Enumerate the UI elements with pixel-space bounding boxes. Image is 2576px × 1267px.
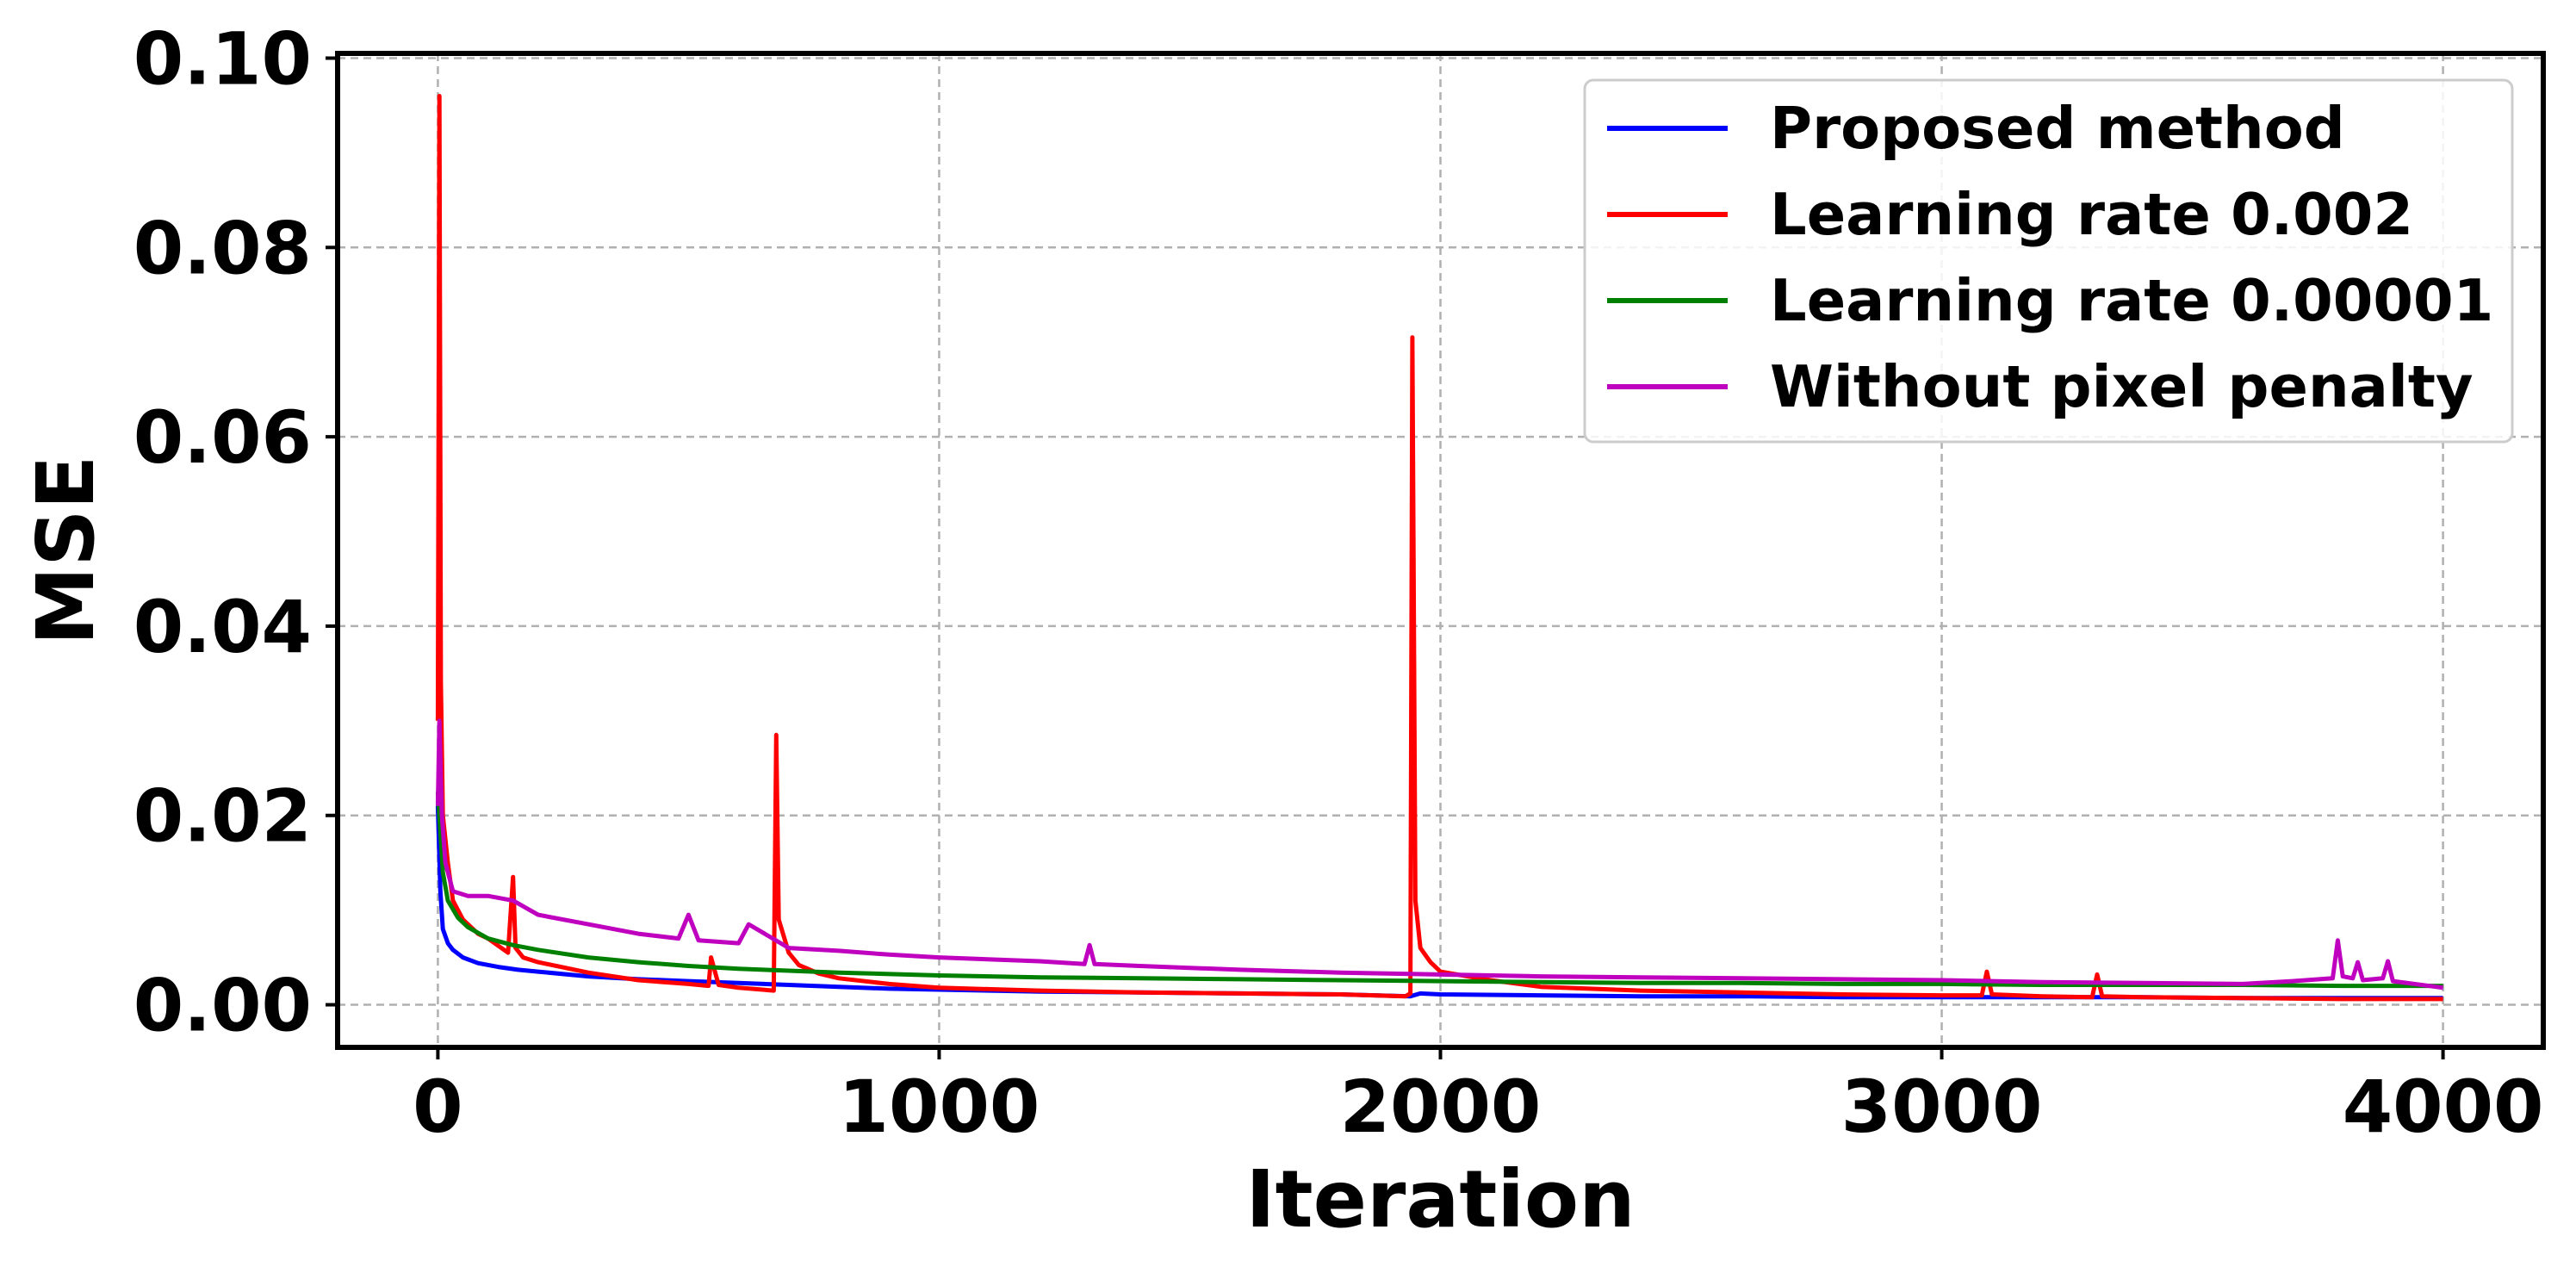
axis-ticks: 0 1000 2000 3000 4000 0.00 0.02 0.04 0.06 0.08 0.1… (133, 16, 2544, 1149)
y-tick-label: 0.02 (133, 774, 312, 859)
series-lines (435, 94, 2443, 1002)
legend-label: Learning rate 0.00001 (1770, 267, 2493, 334)
y-tick-label: 0.08 (133, 206, 312, 290)
series-line-4 (435, 718, 2443, 991)
series-line-3 (435, 792, 2443, 989)
x-tick-label: 1000 (839, 1065, 1040, 1149)
x-tick-label: 0 (413, 1065, 462, 1149)
x-tick-label: 2000 (1340, 1065, 1542, 1149)
x-tick-label: 4000 (2343, 1065, 2544, 1149)
y-tick-label: 0.10 (133, 16, 312, 101)
legend-label: Proposed method (1770, 95, 2345, 162)
legend-box (1583, 78, 2514, 444)
y-tick-label: 0.04 (133, 585, 312, 669)
y-tick-label: 0.00 (133, 964, 312, 1048)
y-axis-title: MSE (20, 456, 112, 646)
y-tick-label: 0.06 (133, 395, 312, 480)
legend-label: Without pixel penalty (1770, 353, 2474, 420)
legend-label: Learning rate 0.002 (1770, 181, 2413, 248)
x-tick-label: 3000 (1841, 1065, 2043, 1149)
x-axis-title: Iteration (1245, 1153, 1635, 1245)
legend: Proposed method Learning rate 0.002 Learni… (1583, 78, 2514, 444)
